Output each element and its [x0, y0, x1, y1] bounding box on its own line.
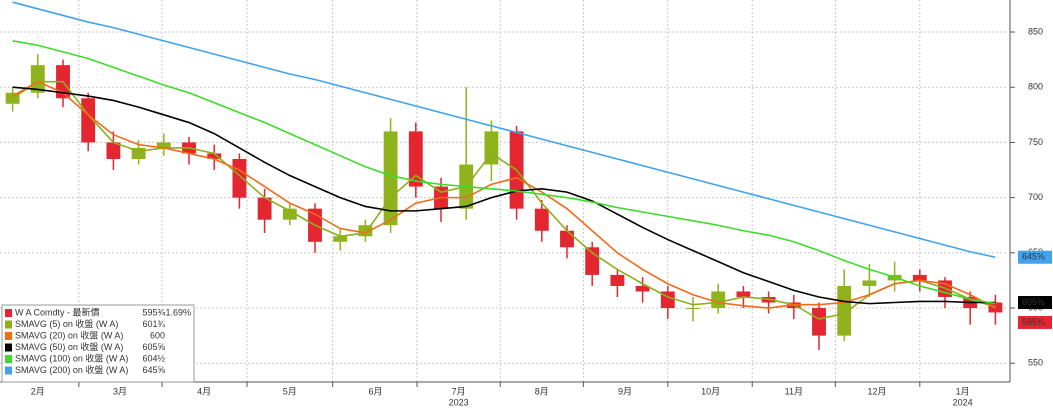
legend-value: 600: [150, 330, 165, 340]
candle-body: [207, 153, 222, 159]
candle-body: [257, 197, 272, 220]
candle-body: [534, 208, 549, 231]
x-tick-label: 7月: [452, 386, 466, 396]
candle-body: [610, 274, 625, 286]
legend-swatch: [5, 320, 12, 329]
y-tick-label: 750: [1028, 137, 1043, 147]
candle-body: [30, 65, 45, 93]
candle-body: [585, 247, 600, 275]
candle-body: [812, 308, 826, 336]
legend-label: SMAVG (50) on 收盤 (W A): [15, 341, 123, 352]
legend-label: SMAVG (200) on 收盤 (W A): [15, 364, 128, 375]
legend-change: -1.69%: [162, 307, 191, 317]
candle-body: [232, 158, 247, 198]
candle-body: [635, 285, 650, 292]
legend-value: 604½: [142, 353, 165, 363]
legend-label: SMAVG (20) on 收盤 (W A): [15, 329, 123, 340]
candle-body: [711, 291, 726, 309]
x-tick-label: 11月: [785, 386, 803, 396]
y-tick-label: 800: [1028, 82, 1043, 92]
candle-body: [686, 308, 700, 310]
value-tag-label: 605⅝: [1022, 297, 1045, 307]
x-tick-label: 10月: [701, 386, 720, 396]
ma-line: [12, 80, 996, 309]
x-tick-label: 1月: [956, 386, 970, 396]
x-tick-label: 2月: [31, 386, 45, 396]
legend-swatch: [5, 366, 12, 375]
y-tick-label: 550: [1028, 358, 1043, 368]
candle-body: [912, 274, 927, 281]
legend-label: SMAVG (100) on 收盤 (W A): [15, 352, 128, 363]
candle-body: [837, 285, 852, 336]
candle-body: [560, 230, 574, 248]
x-tick-label: 5月: [283, 386, 297, 396]
ma-line: [12, 86, 996, 305]
x-tick-label: 9月: [618, 386, 632, 396]
y-tick-label: 700: [1028, 192, 1043, 202]
value-tag: [1018, 250, 1052, 264]
x-tick-label: 4月: [197, 386, 211, 396]
ma-line: [12, 80, 996, 320]
value-tag-label: 595¾: [1022, 317, 1045, 327]
legend-swatch: [5, 332, 12, 340]
legend-value: 601¾: [142, 319, 165, 329]
candle-body: [131, 147, 146, 159]
legend-swatch: [5, 309, 12, 317]
legend-label: SMAVG (5) on 收盤 (W A): [15, 318, 118, 329]
legend-value: 605⅝: [142, 342, 165, 352]
value-tag-label: 645⅝: [1022, 252, 1045, 262]
candle-body: [282, 208, 297, 220]
candle-body: [333, 236, 348, 242]
value-tag: [1018, 315, 1052, 329]
x-year-label: 2023: [449, 397, 469, 407]
legend-label: W A Comdty - 最新價: [15, 306, 100, 317]
ma-line: [12, 40, 996, 305]
legend-value: 645⅝: [142, 365, 165, 375]
candle-body: [736, 291, 751, 297]
candle-body: [156, 142, 171, 148]
candle-body: [106, 142, 121, 159]
y-tick-label: 850: [1028, 26, 1043, 36]
candle-body: [5, 92, 20, 104]
legend-box: [1, 304, 195, 383]
x-tick-label: 6月: [368, 386, 382, 396]
x-year-label: 2024: [953, 397, 973, 407]
legend-swatch: [5, 355, 12, 363]
ma-line: [12, 1, 996, 259]
candle-body: [358, 225, 373, 237]
x-tick-label: 12月: [867, 386, 886, 396]
x-tick-label: 8月: [535, 386, 549, 396]
candle-body: [862, 280, 877, 286]
value-tag: [1018, 296, 1052, 310]
x-tick-label: 3月: [113, 386, 127, 396]
candle-body: [408, 131, 423, 187]
legend-swatch: [5, 343, 12, 352]
legend-value: 595¾: [142, 307, 165, 317]
